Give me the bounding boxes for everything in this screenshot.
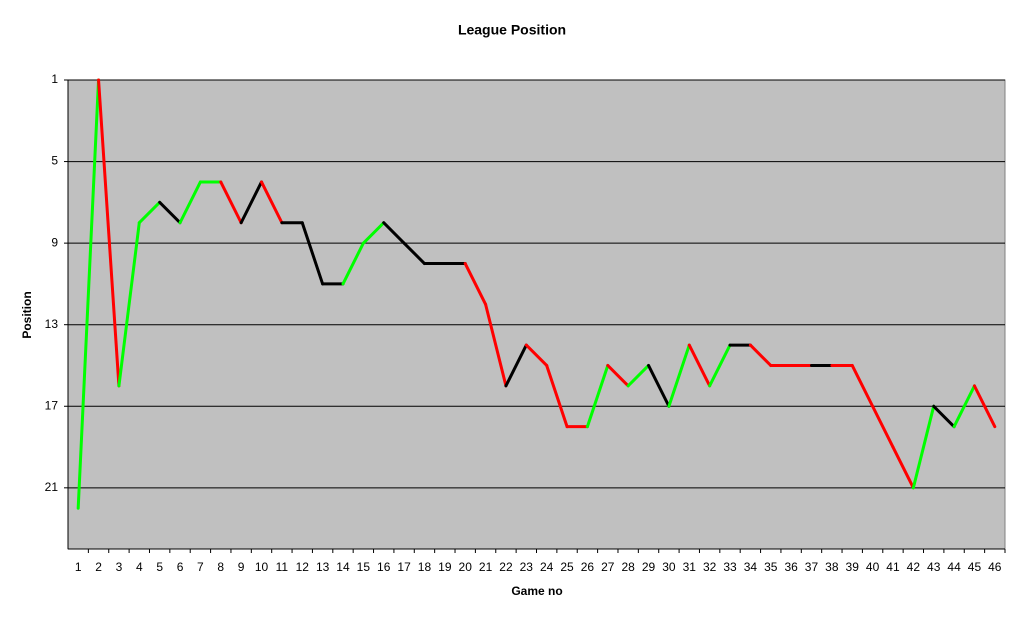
x-tick-label: 10 [255,560,269,574]
x-tick-label: 33 [723,560,737,574]
x-tick-label: 24 [540,560,554,574]
x-axis-label: Game no [511,584,562,598]
line-segment [76,78,101,510]
line-segment [667,343,691,408]
x-tick-label: 18 [418,560,432,574]
line-segment [219,180,243,225]
line-segment [97,78,121,388]
line-segment [626,363,651,388]
y-tick-label: 9 [51,235,58,249]
x-tick-label: 46 [988,560,1002,574]
y-tick-label: 5 [51,154,58,168]
x-tick-label: 26 [581,560,595,574]
line-segment [341,241,365,286]
line-segment [952,384,976,429]
y-tick-label: 1 [51,72,58,86]
x-tick-label: 16 [377,560,391,574]
x-tick-label: 37 [805,560,819,574]
x-tick-label: 34 [744,560,758,574]
x-tick-label: 38 [825,560,839,574]
x-tick-label: 20 [459,560,473,574]
x-tick-label: 14 [336,560,350,574]
x-tick-label: 19 [438,560,452,574]
x-tick-label: 7 [197,560,204,574]
y-tick-label: 21 [45,480,59,494]
x-tick-label: 44 [947,560,961,574]
line-segment [972,384,997,429]
line-segment [748,343,773,367]
x-tick-label: 39 [846,560,860,574]
x-tick-label: 1 [75,560,82,574]
line-segment [524,343,549,367]
x-tick-label: 27 [601,560,615,574]
line-segment [647,363,671,408]
line-segment [850,363,875,408]
x-tick-label: 8 [217,560,224,574]
line-segment [239,180,264,225]
line-segment [260,180,284,225]
line-segment [300,221,325,286]
x-tick-label: 41 [886,560,900,574]
line-segment [361,221,386,245]
x-tick-label: 22 [499,560,513,574]
line-segment [708,343,732,388]
y-tick-label: 17 [45,398,59,412]
x-tick-label: 28 [621,560,635,574]
line-segment [687,343,712,388]
plot-area [67,79,1006,550]
line-segment [484,302,508,388]
line-segment [158,200,182,225]
x-tick-label: 2 [95,560,102,574]
x-tick-label: 11 [276,560,289,574]
x-tick-label: 30 [662,560,676,574]
line-segment [871,404,895,449]
x-tick-label: 21 [479,560,493,574]
x-tick-label: 35 [764,560,778,574]
y-axis-label: Position [20,291,34,338]
x-tick-label: 23 [520,560,534,574]
x-tick-label: 4 [136,560,143,574]
x-tick-label: 6 [177,560,184,574]
x-tick-label: 17 [397,560,411,574]
line-segment [382,221,406,245]
x-tick-label: 13 [316,560,330,574]
x-tick-label: 42 [907,560,921,574]
x-tick-label: 31 [683,560,697,574]
x-tick-label: 12 [296,560,310,574]
line-segment [117,221,141,388]
x-tick-label: 9 [238,560,245,574]
line-segment [932,404,956,429]
x-tick-label: 25 [560,560,574,574]
x-tick-label: 36 [784,560,798,574]
x-tick-label: 5 [156,560,163,574]
line-segment [137,200,162,225]
line-segment [504,343,528,388]
x-tick-label: 29 [642,560,656,574]
x-tick-label: 15 [357,560,371,574]
x-tick-label: 40 [866,560,880,574]
line-segment [463,262,488,306]
x-tick-label: 3 [116,560,123,574]
line-segment [585,363,610,429]
line-segment [891,445,915,490]
y-tick-label: 13 [45,317,59,331]
x-tick-label: 32 [703,560,717,574]
line-segment [545,363,569,429]
chart-title: League Position [458,22,566,38]
x-tick-label: 43 [927,560,941,574]
line-segment [178,180,202,225]
x-tick-label: 45 [968,560,982,574]
line-segment [606,363,630,388]
line-segment [402,241,426,266]
line-segment [911,404,936,490]
